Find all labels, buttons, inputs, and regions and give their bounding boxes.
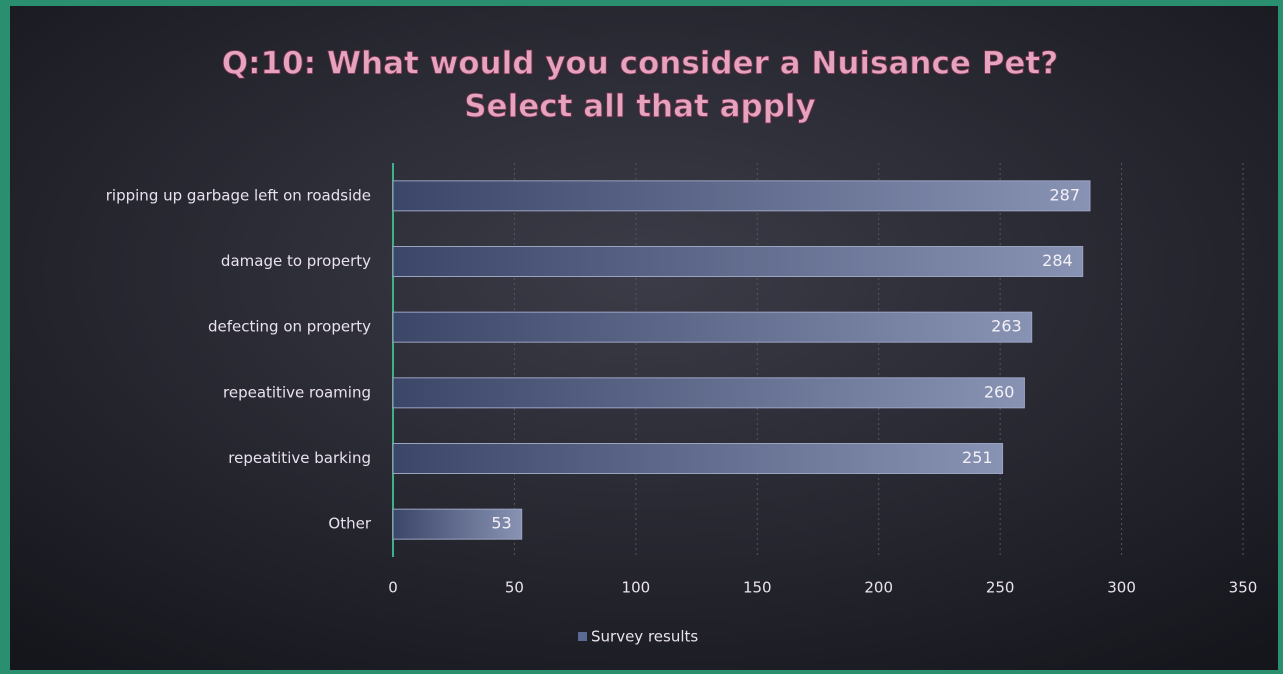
- bar: [392, 443, 1004, 474]
- bar: [392, 180, 1091, 212]
- chart-title: Q:10: What would you consider a Nuisance…: [222, 46, 1059, 82]
- bar: [392, 377, 1025, 409]
- y-tick-label: ripping up garbage left on roadside: [106, 186, 371, 204]
- y-tick-label: damage to property: [221, 252, 371, 270]
- data-label: 263: [991, 317, 1022, 336]
- x-tick-label: 50: [505, 579, 524, 597]
- y-tick-label: Other: [328, 515, 371, 533]
- data-label: 287: [1049, 185, 1080, 204]
- x-tick-label: 0: [388, 579, 398, 597]
- data-label: 260: [984, 382, 1015, 401]
- bar: [392, 508, 523, 540]
- x-tick-label: 300: [1107, 579, 1136, 597]
- legend-label: Survey results: [591, 628, 698, 646]
- chart-title: Select all that apply: [464, 89, 816, 125]
- y-tick-label: defecting on property: [208, 318, 371, 336]
- y-tick-label: repeatitive roaming: [223, 383, 371, 401]
- data-label: 53: [491, 514, 511, 533]
- x-tick-label: 200: [864, 579, 893, 597]
- data-label: 284: [1042, 251, 1073, 270]
- y-tick-label: repeatitive barking: [228, 449, 371, 467]
- x-tick-label: 100: [622, 579, 651, 597]
- data-label: 251: [962, 448, 993, 467]
- x-tick-label: 350: [1229, 579, 1258, 597]
- legend-swatch: [578, 632, 587, 641]
- bar: [392, 246, 1084, 277]
- bar: [392, 311, 1033, 343]
- x-tick-label: 250: [986, 579, 1015, 597]
- x-tick-label: 150: [743, 579, 772, 597]
